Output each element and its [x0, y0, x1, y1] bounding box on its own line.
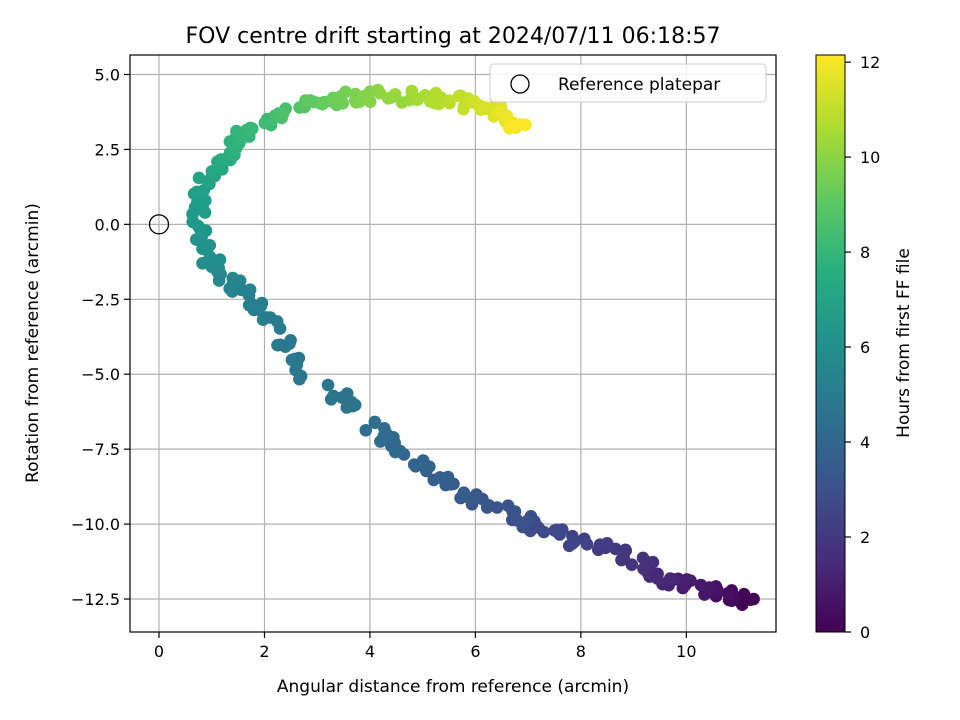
- data-point: [457, 486, 471, 500]
- data-point: [245, 297, 258, 311]
- data-point: [593, 538, 607, 551]
- plot-frame: [129, 54, 777, 633]
- colorbar-tick-label: 6: [860, 338, 870, 357]
- colorbar-tick-label: 4: [860, 433, 870, 452]
- y-axis-ticks: 5.0 2.5 0.0 −2.5 −5.0 −7.5 −10.0 −12.5: [71, 65, 130, 609]
- data-point: [254, 299, 268, 313]
- data-point: [521, 514, 534, 528]
- data-point: [378, 422, 391, 435]
- data-point: [243, 283, 257, 297]
- data-point: [442, 94, 456, 107]
- data-point: [271, 338, 284, 352]
- data-point: [429, 86, 443, 100]
- data-point: [339, 85, 352, 99]
- data-point: [482, 499, 496, 512]
- data-points: [186, 83, 760, 611]
- data-point: [619, 543, 632, 557]
- x-tick-label: 6: [470, 642, 480, 661]
- data-point: [405, 84, 419, 98]
- data-point: [721, 587, 735, 600]
- x-tick-label: 8: [576, 642, 586, 661]
- data-point: [327, 389, 340, 403]
- data-point: [205, 165, 219, 178]
- x-tick-label: 2: [259, 642, 269, 661]
- reference-marker: [148, 214, 170, 235]
- data-point: [501, 499, 515, 512]
- data-point: [433, 471, 447, 484]
- x-tick-label: 4: [365, 642, 375, 661]
- colorbar-tick-label: 2: [860, 528, 870, 547]
- data-point: [368, 415, 382, 429]
- y-tick-label: −5.0: [81, 365, 120, 384]
- y-tick-label: 5.0: [95, 65, 120, 84]
- data-point: [507, 120, 521, 133]
- data-point: [478, 101, 492, 114]
- data-point: [190, 185, 204, 199]
- colorbar-label: Hours from first FF file: [894, 248, 914, 438]
- data-point: [566, 537, 579, 550]
- data-point: [321, 378, 335, 392]
- y-tick-label: −7.5: [81, 440, 120, 459]
- data-point: [256, 313, 270, 327]
- data-point: [229, 274, 243, 287]
- data-point: [637, 562, 650, 576]
- data-point: [663, 572, 677, 585]
- data-point: [694, 578, 708, 592]
- legend-label: Reference platepar: [558, 75, 720, 95]
- grid-lines: [130, 55, 776, 632]
- colorbar-tick-label: 0: [860, 623, 870, 642]
- y-tick-label: −2.5: [81, 290, 120, 309]
- data-point: [615, 553, 628, 567]
- data-point: [363, 95, 377, 109]
- data-point: [389, 445, 402, 459]
- y-tick-label: −10.0: [71, 515, 120, 534]
- y-tick-label: −12.5: [71, 590, 120, 609]
- data-point: [359, 424, 373, 437]
- data-point: [285, 353, 299, 367]
- legend-box: [489, 63, 767, 103]
- x-tick-label: 0: [154, 642, 164, 661]
- data-point: [203, 239, 217, 252]
- legend-marker: [510, 74, 530, 94]
- y-tick-label: 0.0: [95, 215, 120, 234]
- data-point: [407, 458, 421, 471]
- x-axis-label: Angular distance from reference (arcmin): [277, 677, 629, 697]
- data-point: [519, 118, 532, 132]
- colorbar: [815, 54, 846, 633]
- colorbar-tick-label: 12: [860, 53, 880, 72]
- data-point: [388, 88, 402, 101]
- y-tick-label: 2.5: [95, 140, 120, 159]
- data-point: [276, 107, 290, 120]
- data-point: [550, 523, 564, 537]
- data-point: [199, 194, 212, 207]
- x-tick-label: 10: [676, 642, 696, 661]
- colorbar-ticks: 0 2 4 6 8 10 12: [845, 53, 880, 642]
- data-point: [580, 538, 594, 551]
- colorbar-tick-label: 10: [860, 148, 880, 167]
- colorbar-tick-label: 8: [860, 243, 870, 262]
- data-point: [432, 97, 446, 111]
- chart-title: FOV centre drift starting at 2024/07/11 …: [186, 24, 721, 49]
- x-axis-ticks: 0 2 4 6 8 10: [154, 632, 697, 661]
- data-point: [283, 337, 296, 351]
- data-point: [636, 551, 650, 565]
- data-point: [246, 122, 259, 135]
- legend: Reference platepar: [489, 63, 767, 103]
- reference-point: [148, 214, 170, 235]
- y-axis-label: Rotation from reference (arcmin): [23, 203, 43, 483]
- data-point: [737, 587, 751, 601]
